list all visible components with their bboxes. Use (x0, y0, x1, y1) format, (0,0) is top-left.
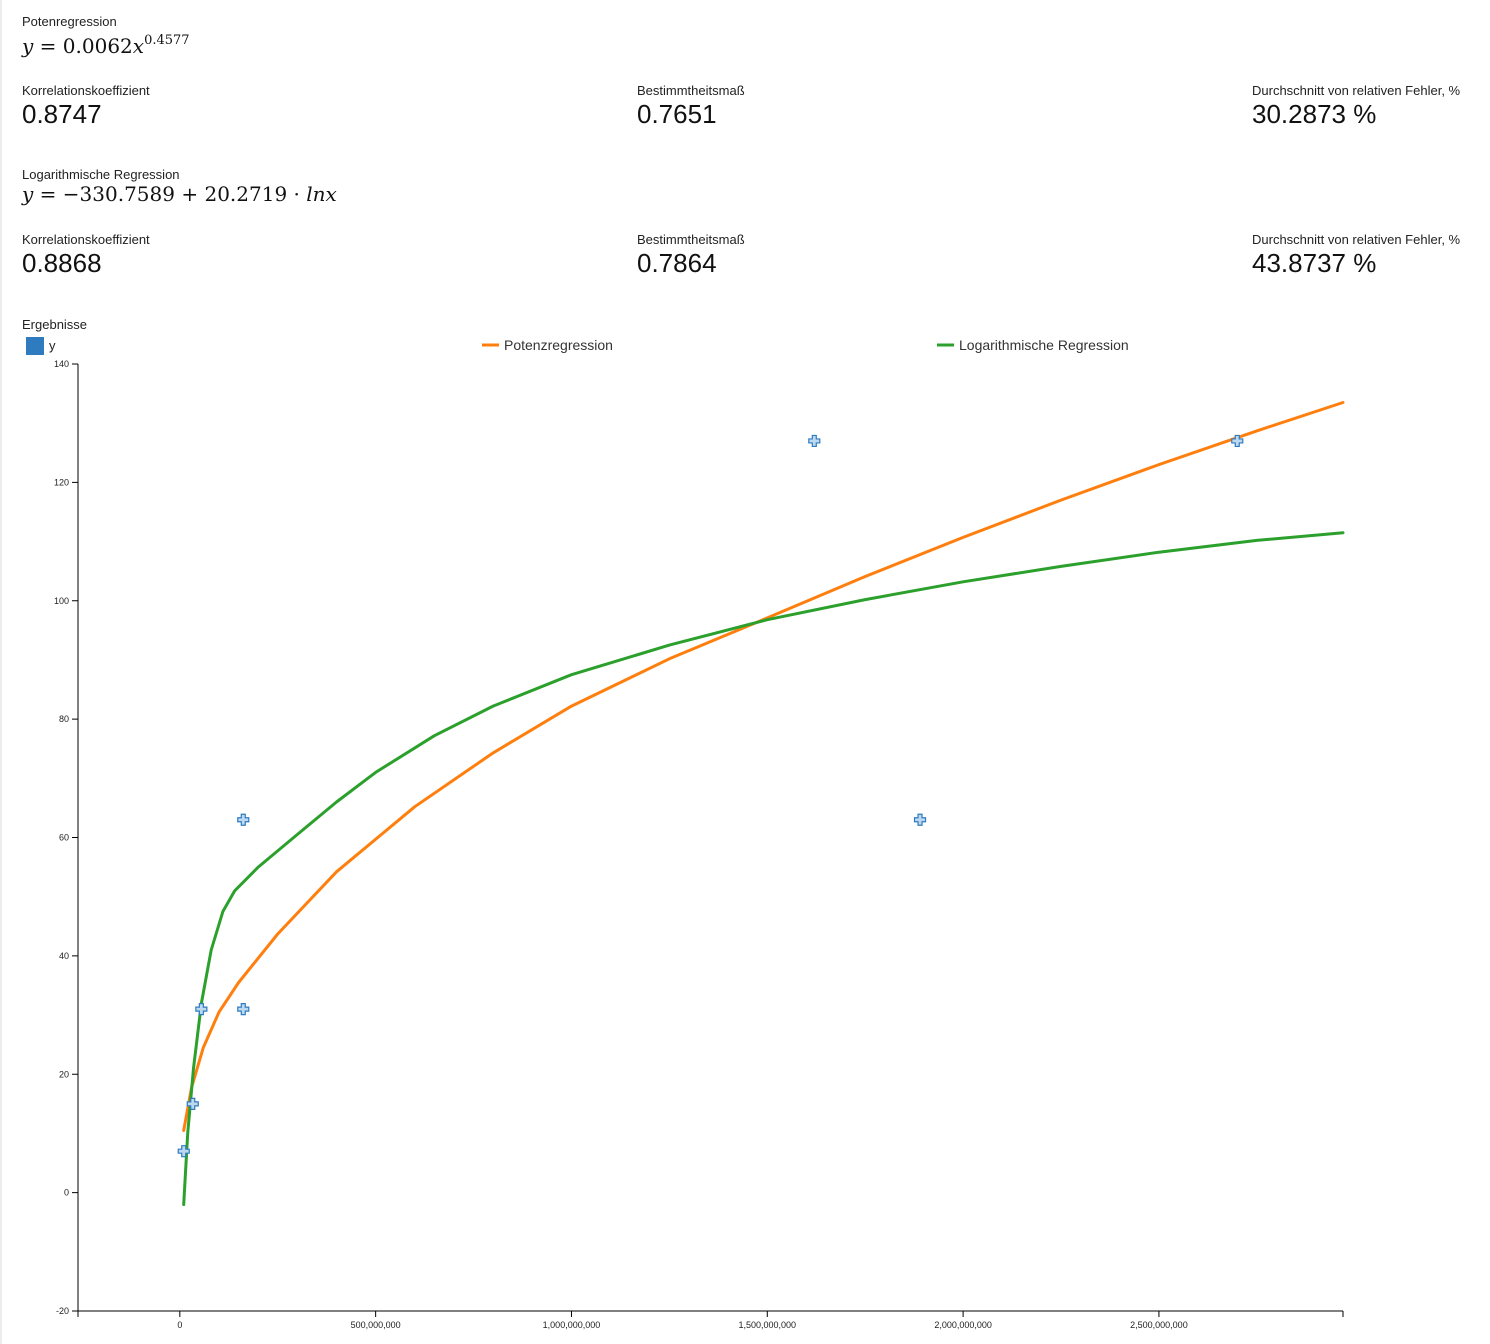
metric-value: 43.8737 % (1252, 248, 1377, 278)
metric-value: 0.8747 (22, 99, 102, 129)
formula-plus: + (174, 182, 205, 206)
formula-coefficient: 0.0062 (62, 34, 133, 58)
formula-lhs: y (22, 34, 34, 58)
formula-exponent: 0.4577 (144, 33, 190, 48)
x-tick-label: 1,500,000,000 (739, 1320, 797, 1330)
log-regression-caption: Logarithmische Regression (22, 167, 180, 182)
y-tick-label: 60 (59, 833, 69, 843)
metric-label: Korrelationskoeffizient (22, 83, 150, 98)
power-regression-metrics: Korrelationskoeffizient 0.8747 Bestimmth… (22, 83, 1482, 130)
formula-dot: · (287, 182, 307, 206)
metric-correlation: Korrelationskoeffizient 0.8747 (22, 83, 637, 130)
metric-value: 0.7651 (637, 99, 717, 129)
y-tick-label: 100 (54, 596, 69, 606)
metric-label: Durchschnitt von relativen Fehler, % (1252, 83, 1461, 98)
legend-label-y: y (49, 338, 56, 353)
log-regression-formula: y = −330.7589 + 20.2719 · lnx (22, 182, 1470, 206)
y-tick-label: -20 (56, 1306, 69, 1316)
legend-label-logarithmische-regression: Logarithmische Regression (959, 337, 1129, 353)
y-tick-label: 120 (54, 477, 69, 487)
formula-lhs: y (22, 182, 34, 206)
data-point (1231, 434, 1244, 448)
legend-label-potenzregression: Potenzregression (504, 337, 613, 353)
regression-line-logarithmische-regression (182, 531, 1345, 1206)
metric-relative-error: Durchschnitt von relativen Fehler, % 43.… (1252, 232, 1482, 279)
formula-variable: x (132, 34, 145, 58)
chart-title: Ergebnisse (22, 317, 87, 332)
chart-lines (182, 401, 1345, 1206)
chart-legend: y Potenzregression Logarithmische Regressi… (26, 337, 1129, 355)
data-point (237, 813, 250, 826)
data-point (195, 1003, 208, 1016)
metric-correlation: Korrelationskoeffizient 0.8868 (22, 232, 637, 279)
metric-value: 0.8868 (22, 248, 102, 278)
metric-label: Bestimmtheitsmaß (637, 232, 745, 247)
y-tick-label: 20 (59, 1069, 69, 1079)
formula-equals: = (39, 34, 63, 58)
log-regression-metrics: Korrelationskoeffizient 0.8868 Bestimmth… (22, 232, 1482, 279)
formula-slope: 20.2719 (204, 182, 288, 206)
formula-equals: = (39, 182, 63, 206)
metric-value: 30.2873 % (1252, 99, 1377, 129)
metric-label: Durchschnitt von relativen Fehler, % (1252, 232, 1461, 247)
data-point (808, 434, 821, 448)
metric-label: Bestimmtheitsmaß (637, 83, 745, 98)
y-tick-label: 140 (54, 359, 69, 369)
chart-axes: -20 0 20 40 60 80 100 120 140 0 500,000,000 1,000,0… (54, 359, 1344, 1330)
y-tick-label: 0 (64, 1188, 69, 1198)
regression-line-potenzregression (182, 401, 1345, 1132)
metric-label: Korrelationskoeffizient (22, 232, 150, 247)
metric-determination: Bestimmtheitsmaß 0.7651 (637, 83, 1252, 130)
power-regression-caption: Potenregression (22, 14, 117, 29)
data-point (177, 1145, 190, 1158)
page-edge (0, 0, 2, 1344)
x-tick-label: 0 (177, 1320, 182, 1330)
x-tick-label: 2,500,000,000 (1130, 1320, 1188, 1330)
data-point (237, 1003, 250, 1016)
x-tick-label: 500,000,000 (351, 1320, 401, 1330)
metric-determination: Bestimmtheitsmaß 0.7864 (637, 232, 1252, 279)
x-tick-label: 2,000,000,000 (934, 1320, 992, 1330)
y-tick-label: 40 (59, 951, 69, 961)
metric-value: 0.7864 (637, 248, 717, 278)
formula-function: lnx (306, 182, 337, 206)
y-tick-label: 80 (59, 714, 69, 724)
data-point (913, 813, 927, 826)
log-regression-header: Logarithmische Regression y = −330.7589 … (22, 167, 1470, 206)
formula-intercept: −330.7589 (62, 182, 175, 206)
metric-relative-error: Durchschnitt von relativen Fehler, % 30.… (1252, 83, 1482, 130)
power-regression-formula: y = 0.0062x0.4577 (22, 29, 1470, 58)
legend-swatch-y (26, 337, 44, 355)
x-tick-label: 1,000,000,000 (543, 1320, 601, 1330)
power-regression-header: Potenregression y = 0.0062x0.4577 (22, 14, 1470, 58)
data-point (186, 1097, 199, 1110)
chart-points (177, 434, 1244, 1158)
